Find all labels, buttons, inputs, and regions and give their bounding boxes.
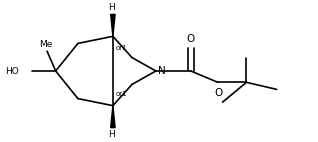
Text: or1: or1 <box>115 91 127 97</box>
Text: N: N <box>158 66 166 76</box>
Polygon shape <box>111 106 115 128</box>
Text: HO: HO <box>5 66 19 76</box>
Text: or1: or1 <box>115 45 127 51</box>
Text: H: H <box>108 3 115 12</box>
Polygon shape <box>111 14 115 36</box>
Text: Me: Me <box>39 40 52 49</box>
Text: O: O <box>187 34 195 44</box>
Text: H: H <box>108 130 115 139</box>
Text: O: O <box>214 88 223 98</box>
